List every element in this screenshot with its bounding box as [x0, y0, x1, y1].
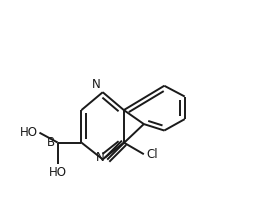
Text: HO: HO — [20, 126, 38, 139]
Text: B: B — [46, 136, 55, 149]
Text: N: N — [96, 151, 105, 164]
Text: HO: HO — [49, 166, 67, 179]
Text: N: N — [92, 78, 101, 91]
Text: Cl: Cl — [146, 148, 158, 161]
